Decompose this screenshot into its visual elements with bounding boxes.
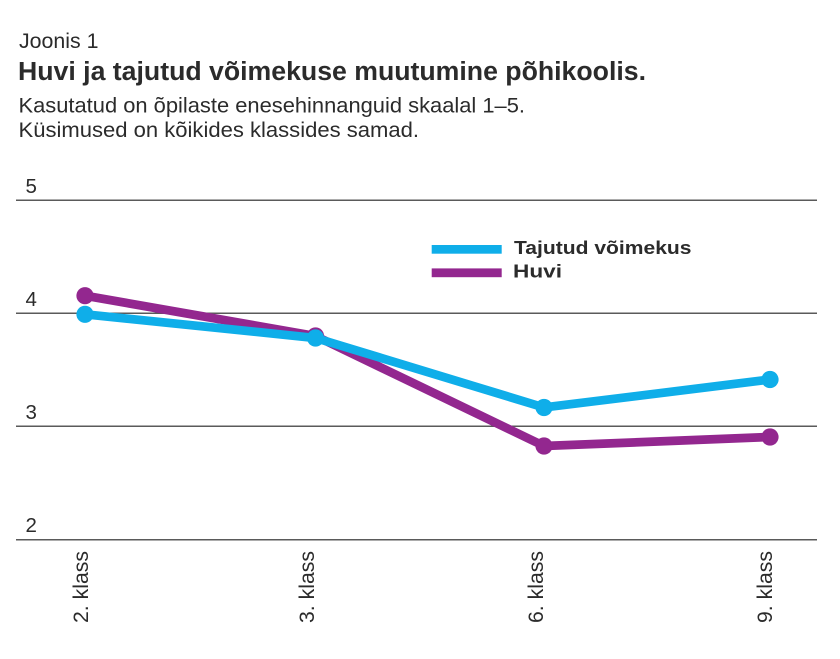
svg-text:Joonis 1: Joonis 1	[19, 29, 99, 53]
svg-text:Huvi: Huvi	[513, 261, 562, 281]
svg-text:Küsimused on kõikides klasside: Küsimused on kõikides klassides samad.	[19, 119, 420, 142]
svg-text:4: 4	[26, 288, 37, 311]
svg-text:3: 3	[26, 401, 37, 424]
svg-text:2. klass: 2. klass	[70, 551, 93, 623]
svg-text:9. klass: 9. klass	[754, 551, 777, 623]
svg-text:5: 5	[26, 175, 37, 198]
svg-text:Tajutud võimekus: Tajutud võimekus	[514, 238, 692, 258]
svg-text:6. klass: 6. klass	[525, 551, 548, 623]
svg-text:2: 2	[26, 514, 37, 537]
svg-text:Kasutatud on õpilaste enesehin: Kasutatud on õpilaste enesehinnanguid sk…	[19, 95, 526, 118]
svg-text:3. klass: 3. klass	[296, 551, 319, 623]
svg-text:Huvi ja tajutud võimekuse muut: Huvi ja tajutud võimekuse muutumine põhi…	[18, 58, 646, 86]
